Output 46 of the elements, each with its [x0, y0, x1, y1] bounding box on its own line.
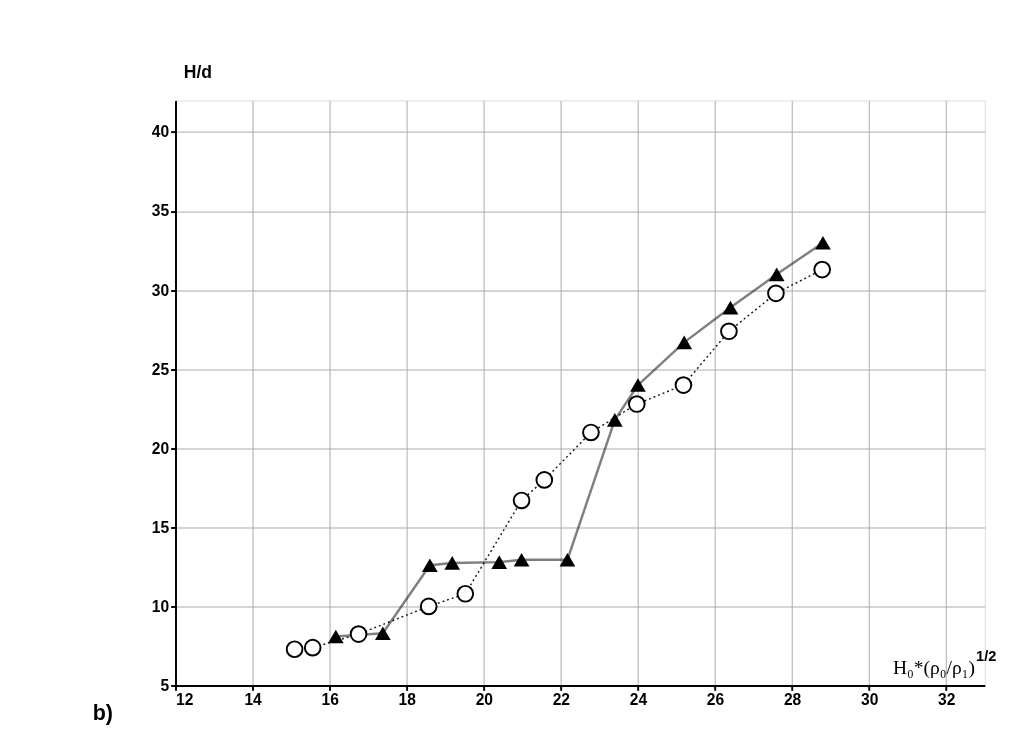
y-tick-label: 40	[151, 123, 170, 141]
y-tick-label: 30	[151, 281, 170, 299]
x-tick-label: 16	[321, 691, 340, 709]
point	[767, 284, 785, 303]
y-axis-title: H/d	[183, 61, 213, 82]
point	[535, 471, 554, 489]
point	[512, 491, 531, 510]
x-tick-label: 14	[244, 691, 263, 709]
x-tick-label: 20	[475, 691, 494, 709]
point	[815, 235, 831, 250]
x-tick-label: 12	[176, 691, 194, 709]
y-tick-label: 10	[151, 597, 170, 615]
x-tick-label: 26	[706, 691, 725, 709]
point	[627, 395, 646, 413]
point	[374, 626, 391, 641]
y-tick-label: 25	[151, 360, 170, 378]
y-tick-label: 20	[151, 439, 170, 457]
point	[720, 322, 738, 341]
x-tick-label: 24	[629, 691, 648, 709]
y-tick-label: 15	[151, 518, 170, 536]
point	[813, 260, 832, 279]
text: b)	[92, 700, 113, 725]
point	[722, 300, 739, 315]
point	[419, 597, 438, 616]
point	[285, 640, 304, 659]
point	[303, 638, 322, 657]
point	[630, 378, 646, 392]
x-tick-label: 32	[938, 691, 956, 709]
point	[559, 552, 576, 567]
point	[768, 267, 785, 282]
point	[422, 558, 438, 573]
point	[349, 625, 368, 643]
x-tick-label: 28	[783, 691, 802, 709]
point	[491, 555, 508, 569]
x-tick-label: 30	[860, 691, 879, 709]
point	[582, 423, 600, 442]
x-tick-label: 18	[398, 691, 417, 709]
point	[456, 584, 475, 603]
y-tick-label: 5	[160, 676, 170, 694]
point	[513, 552, 530, 567]
point	[606, 413, 623, 427]
point	[674, 376, 693, 394]
point	[444, 556, 461, 570]
point	[676, 335, 693, 350]
y-tick-label: 35	[151, 202, 170, 220]
x-tick-label: 22	[552, 691, 571, 709]
